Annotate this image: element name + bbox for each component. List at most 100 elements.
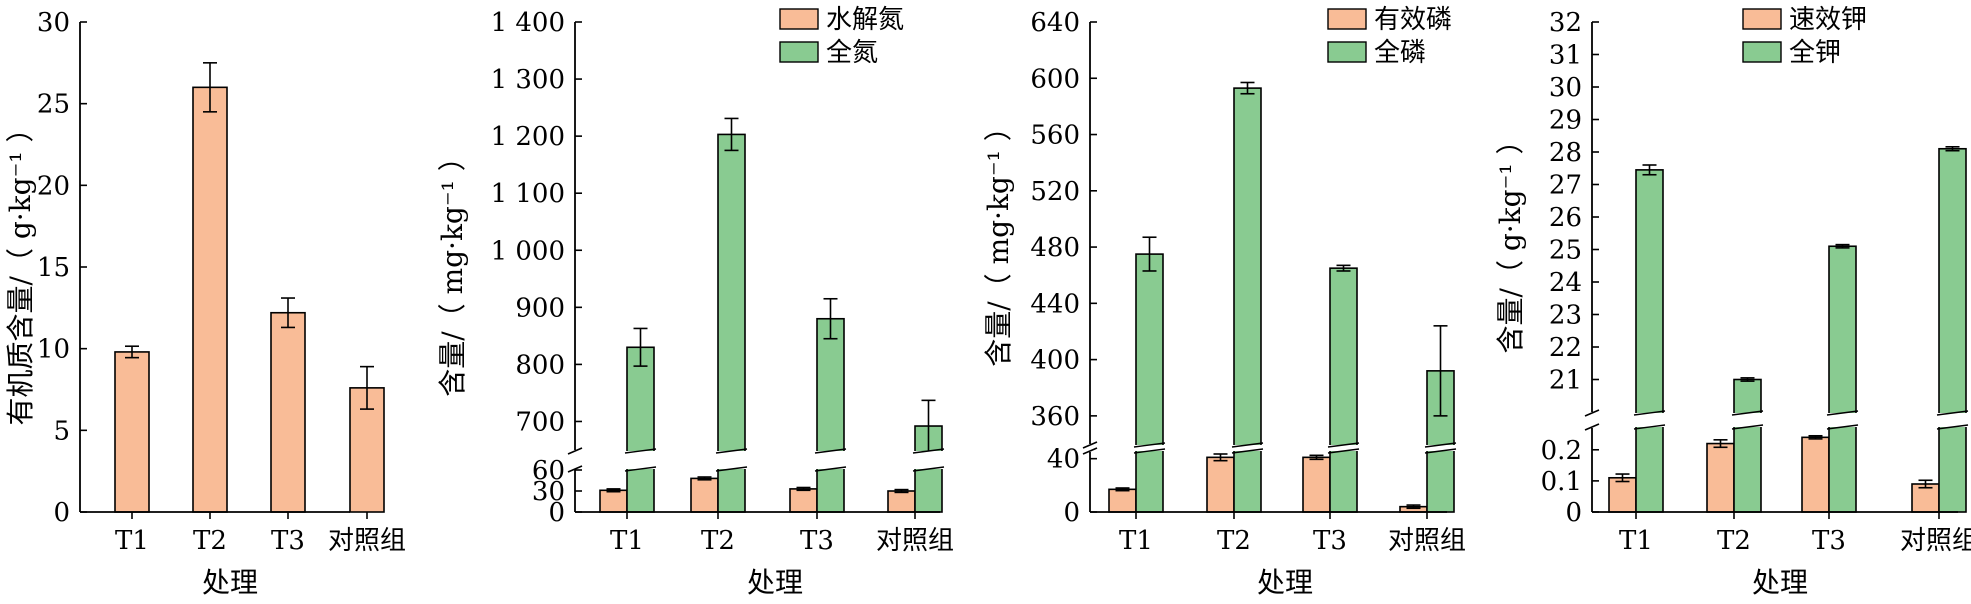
bar-break-mark xyxy=(912,448,945,454)
y-tick-label: 25 xyxy=(1549,236,1582,266)
bar-速效钾-T2 xyxy=(1706,442,1735,513)
y-tick-label: 32 xyxy=(1549,8,1582,38)
bar-水解氮-T3 xyxy=(789,488,818,513)
y-tick-label: 0 xyxy=(1565,498,1582,528)
axis-break-mark xyxy=(567,465,583,473)
x-tick-label: 对照组 xyxy=(328,526,406,556)
bar-break-mark xyxy=(624,466,657,472)
bar-break-mark xyxy=(1936,424,1969,430)
y-tick-label: 0.1 xyxy=(1541,467,1582,497)
legend-label-速效钾: 速效钾 xyxy=(1789,5,1867,35)
x-tick-label: T1 xyxy=(115,526,149,556)
y-axis-title: 含量/（ g·kg⁻¹ ） xyxy=(1494,127,1527,354)
legend-label-全氮: 全氮 xyxy=(826,38,878,68)
y-axis-title: 有机质含量/（ g·kg⁻¹ ） xyxy=(4,115,37,426)
bar-break-gap xyxy=(1133,445,1166,451)
x-tick-label: 对照组 xyxy=(1388,526,1466,556)
bar-break-mark xyxy=(814,448,847,454)
bar-有效磷-T3 xyxy=(1302,456,1331,513)
bar-break-gap xyxy=(1231,445,1264,451)
bar-value-T2 xyxy=(192,86,228,513)
x-tick-label: 对照组 xyxy=(1900,526,1971,556)
y-tick-label: 30 xyxy=(1549,73,1582,103)
bar-速效钾-T1 xyxy=(1608,476,1637,513)
y-tick-label: 26 xyxy=(1549,203,1582,233)
bar-break-mark xyxy=(1424,442,1457,448)
y-axis-title: 含量/（ mg·kg⁻¹ ） xyxy=(982,113,1015,367)
bar-break-mark xyxy=(1133,448,1166,454)
y-tick-label: 28 xyxy=(1549,138,1582,168)
y-tick-label: 24 xyxy=(1549,268,1582,298)
y-tick-label: 25 xyxy=(37,90,70,120)
bar-全磷-T1 xyxy=(1135,253,1164,513)
x-tick-label: 对照组 xyxy=(876,526,954,556)
y-tick-label: 560 xyxy=(1030,121,1080,151)
bar-水解氮-T2 xyxy=(690,477,719,513)
bar-全磷-T3 xyxy=(1329,267,1358,513)
x-tick-label: T3 xyxy=(1313,526,1347,556)
bar-break-mark xyxy=(1231,448,1264,454)
legend-label-全钾: 全钾 xyxy=(1789,38,1841,68)
y-tick-label: 1 400 xyxy=(491,8,565,38)
y-tick-label: 30 xyxy=(37,8,70,38)
bar-break-mark xyxy=(1327,442,1360,448)
y-tick-label: 480 xyxy=(1030,233,1080,263)
bar-break-gap xyxy=(715,451,748,469)
legend-swatch-全磷 xyxy=(1327,41,1367,63)
bar-全钾-T1 xyxy=(1635,169,1664,513)
legend-swatch-水解氮 xyxy=(779,8,819,30)
bar-break-gap xyxy=(1633,413,1666,427)
y-tick-label: 800 xyxy=(515,350,565,380)
y-tick-label: 600 xyxy=(1030,64,1080,94)
x-tick-label: T1 xyxy=(610,526,644,556)
legend-label-全磷: 全磷 xyxy=(1374,38,1426,68)
x-tick-label: T2 xyxy=(701,526,735,556)
y-tick-label: 27 xyxy=(1549,171,1582,201)
y-tick-label: 29 xyxy=(1549,106,1582,136)
y-tick-label: 15 xyxy=(37,253,70,283)
bar-全磷-T2 xyxy=(1233,87,1262,513)
bar-全钾-T2 xyxy=(1733,378,1762,513)
x-axis-title: 处理 xyxy=(747,566,803,599)
bar-break-mark xyxy=(814,466,847,472)
y-tick-label: 1 300 xyxy=(491,65,565,95)
legend-label-有效磷: 有效磷 xyxy=(1374,5,1452,35)
x-tick-label: T1 xyxy=(1119,526,1153,556)
bar-速效钾-对照组 xyxy=(1911,483,1940,513)
bar-全氮-T1 xyxy=(626,346,655,513)
legend-swatch-全钾 xyxy=(1742,41,1782,63)
bar-break-gap xyxy=(624,451,657,469)
bar-break-gap xyxy=(912,451,945,469)
legend-label-水解氮: 水解氮 xyxy=(826,5,904,35)
y-tick-label: 640 xyxy=(1030,8,1080,38)
bar-break-gap xyxy=(1327,445,1360,451)
bar-break-mark xyxy=(1424,448,1457,454)
bar-break-gap xyxy=(814,451,847,469)
bar-break-mark xyxy=(1826,424,1859,430)
x-tick-label: T2 xyxy=(1217,526,1251,556)
bar-速效钾-T3 xyxy=(1801,436,1830,513)
y-tick-label: 0.2 xyxy=(1541,436,1582,466)
bar-有效磷-T2 xyxy=(1206,456,1235,513)
axis-break-mark xyxy=(567,447,583,455)
bar-break-mark xyxy=(1231,442,1264,448)
y-tick-label: 440 xyxy=(1030,289,1080,319)
axis-break-mark xyxy=(1584,423,1600,431)
bar-break-gap xyxy=(1826,413,1859,427)
bar-value-T1 xyxy=(114,351,150,513)
x-tick-label: T2 xyxy=(193,526,227,556)
bar-break-mark xyxy=(1633,410,1666,416)
x-axis-title: 处理 xyxy=(1257,566,1313,599)
bar-break-mark xyxy=(1936,410,1969,416)
y-tick-label: 10 xyxy=(37,335,70,365)
bar-break-gap xyxy=(1731,413,1764,427)
y-tick-label: 520 xyxy=(1030,177,1080,207)
bar-全钾-对照组 xyxy=(1938,147,1967,513)
bar-break-gap xyxy=(1424,445,1457,451)
bar-break-mark xyxy=(912,466,945,472)
x-tick-label: T2 xyxy=(1717,526,1751,556)
y-tick-label: 20 xyxy=(37,171,70,201)
